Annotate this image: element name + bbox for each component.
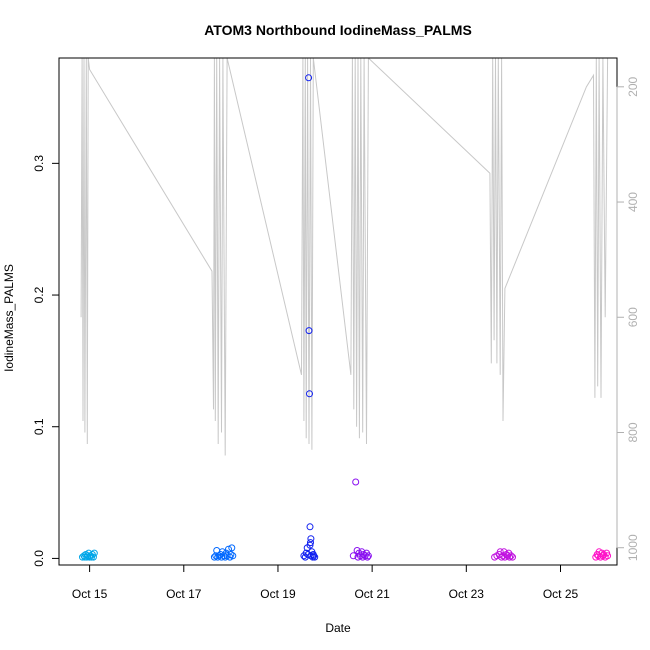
data-point-2-10	[307, 539, 314, 547]
data-point-2-6	[305, 327, 313, 335]
secondary-y-axis: 200 400 600 800 1000	[616, 76, 640, 561]
y-axis: 0.0 0.1 0.2 0.3	[32, 155, 60, 567]
data-point-4-12	[507, 552, 515, 560]
chart-title: ATOM3 Northbound IodineMass_PALMS	[204, 22, 472, 38]
data-point-4-5	[499, 552, 507, 560]
data-point-2-11	[307, 535, 315, 543]
plot-frame	[58, 57, 618, 566]
data-point-1-15	[228, 544, 236, 552]
data-point-2-5	[305, 74, 313, 82]
x-tick-label-2: Oct 19	[260, 587, 296, 601]
data-point-1-16	[229, 552, 237, 560]
x-tick-label-0: Oct 15	[72, 587, 108, 601]
y-axis-label: IodineMass_PALMS	[2, 264, 16, 372]
data-point-0-11	[89, 553, 97, 561]
data-point-2-17	[311, 553, 319, 561]
x-tick-label-5: Oct 25	[543, 587, 579, 601]
data-point-0-4	[83, 553, 91, 561]
x-tick-label-3: Oct 21	[354, 587, 390, 601]
x-tick-label-4: Oct 23	[449, 587, 485, 601]
data-point-0-12	[90, 549, 98, 557]
data-point-2-8	[306, 523, 314, 531]
y2-tick-label-2: 600	[626, 307, 640, 327]
data-point-3-12	[364, 552, 372, 560]
data-point-5-10	[604, 552, 612, 560]
data-point-2-7	[306, 390, 313, 398]
x-axis: Oct 15 Oct 17 Oct 19 Oct 21 Oct 23 Oct 25	[72, 564, 579, 601]
data-points-layer	[79, 74, 612, 561]
y2-tick-label-1: 400	[626, 192, 640, 212]
data-point-1-0	[210, 553, 218, 561]
data-point-2-9	[306, 541, 314, 549]
y2-tick-label-0: 200	[626, 76, 640, 96]
x-tick-label-1: Oct 17	[166, 587, 202, 601]
y-tick-label-2: 0.2	[32, 286, 46, 303]
data-point-1-9	[221, 553, 229, 561]
data-point-4-13	[509, 553, 516, 561]
data-point-1-14	[227, 551, 235, 558]
x-axis-label: Date	[325, 621, 351, 635]
data-point-3-11	[363, 553, 371, 561]
data-point-2-16	[310, 552, 318, 560]
y2-tick-label-4: 1000	[626, 534, 640, 561]
secondary-altitude-layer	[80, 58, 609, 456]
y-tick-label-3: 0.3	[32, 155, 46, 172]
y-tick-label-1: 0.1	[32, 418, 46, 435]
data-point-3-1	[352, 478, 360, 486]
data-point-4-11	[506, 553, 514, 561]
data-point-3-0	[349, 552, 357, 560]
y-tick-label-0: 0.0	[32, 550, 46, 567]
altitude-line	[80, 58, 609, 456]
data-point-2-14	[309, 553, 317, 561]
data-point-1-7	[218, 548, 226, 556]
y2-tick-label-3: 800	[626, 422, 640, 442]
